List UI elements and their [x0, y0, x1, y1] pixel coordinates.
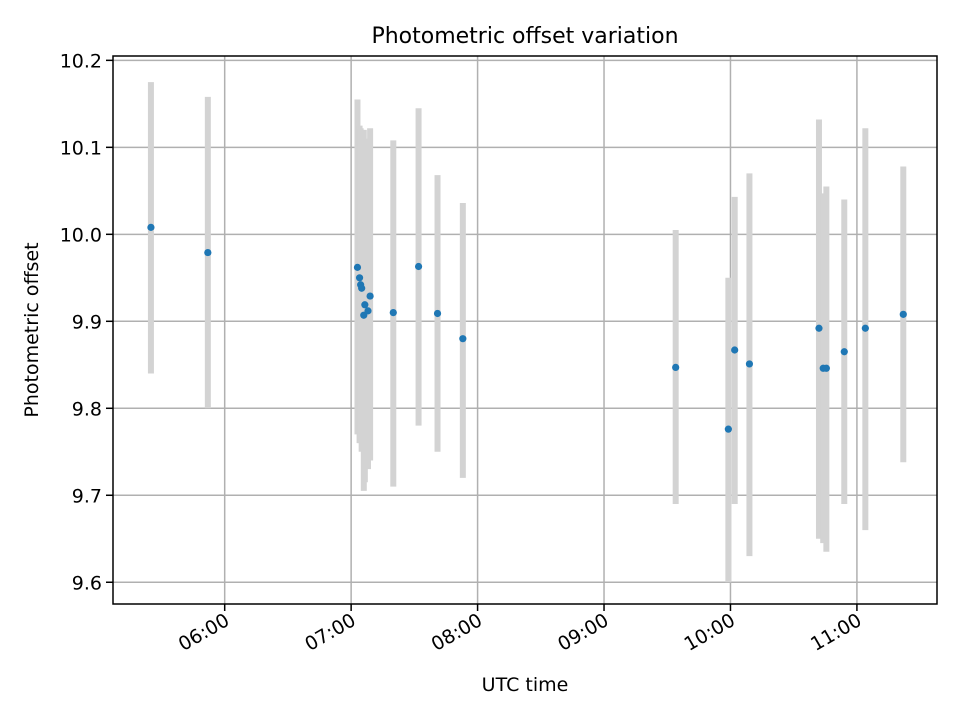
- data-point: [147, 223, 155, 231]
- data-point: [414, 262, 423, 271]
- data-point: [899, 310, 907, 318]
- data-point: [355, 274, 364, 282]
- data-point: [361, 301, 369, 309]
- data-point: [724, 425, 732, 433]
- y-axis-label: Photometric offset: [21, 242, 43, 417]
- y-tick-label: 9.6: [72, 572, 102, 594]
- data-point: [731, 346, 739, 354]
- x-axis-label: UTC time: [482, 674, 569, 696]
- data-point: [358, 284, 366, 292]
- chart-title: Photometric offset variation: [371, 24, 678, 49]
- data-points: [147, 223, 907, 433]
- y-tick-label: 10.0: [60, 224, 102, 246]
- y-axis-ticks: 9.6 9.7 9.8 9.9 10.0 10.1 10.2: [60, 50, 113, 594]
- data-point: [366, 292, 374, 300]
- data-point: [840, 348, 848, 356]
- data-point: [459, 335, 467, 343]
- data-point: [822, 364, 830, 372]
- data-point: [672, 363, 680, 372]
- data-point: [364, 307, 372, 315]
- y-tick-label: 9.7: [72, 485, 102, 507]
- grid-lines: [113, 56, 937, 604]
- y-tick-label: 9.9: [72, 311, 102, 333]
- data-point: [204, 248, 212, 257]
- y-tick-label: 9.8: [72, 398, 102, 420]
- y-tick-label: 10.2: [60, 50, 102, 72]
- data-point: [353, 263, 362, 271]
- plot-frame: [112, 55, 938, 605]
- data-point: [815, 324, 823, 332]
- y-tick-label: 10.1: [60, 137, 102, 159]
- data-point: [861, 324, 869, 332]
- data-point: [745, 360, 754, 368]
- data-point: [433, 309, 442, 318]
- data-point: [389, 309, 397, 317]
